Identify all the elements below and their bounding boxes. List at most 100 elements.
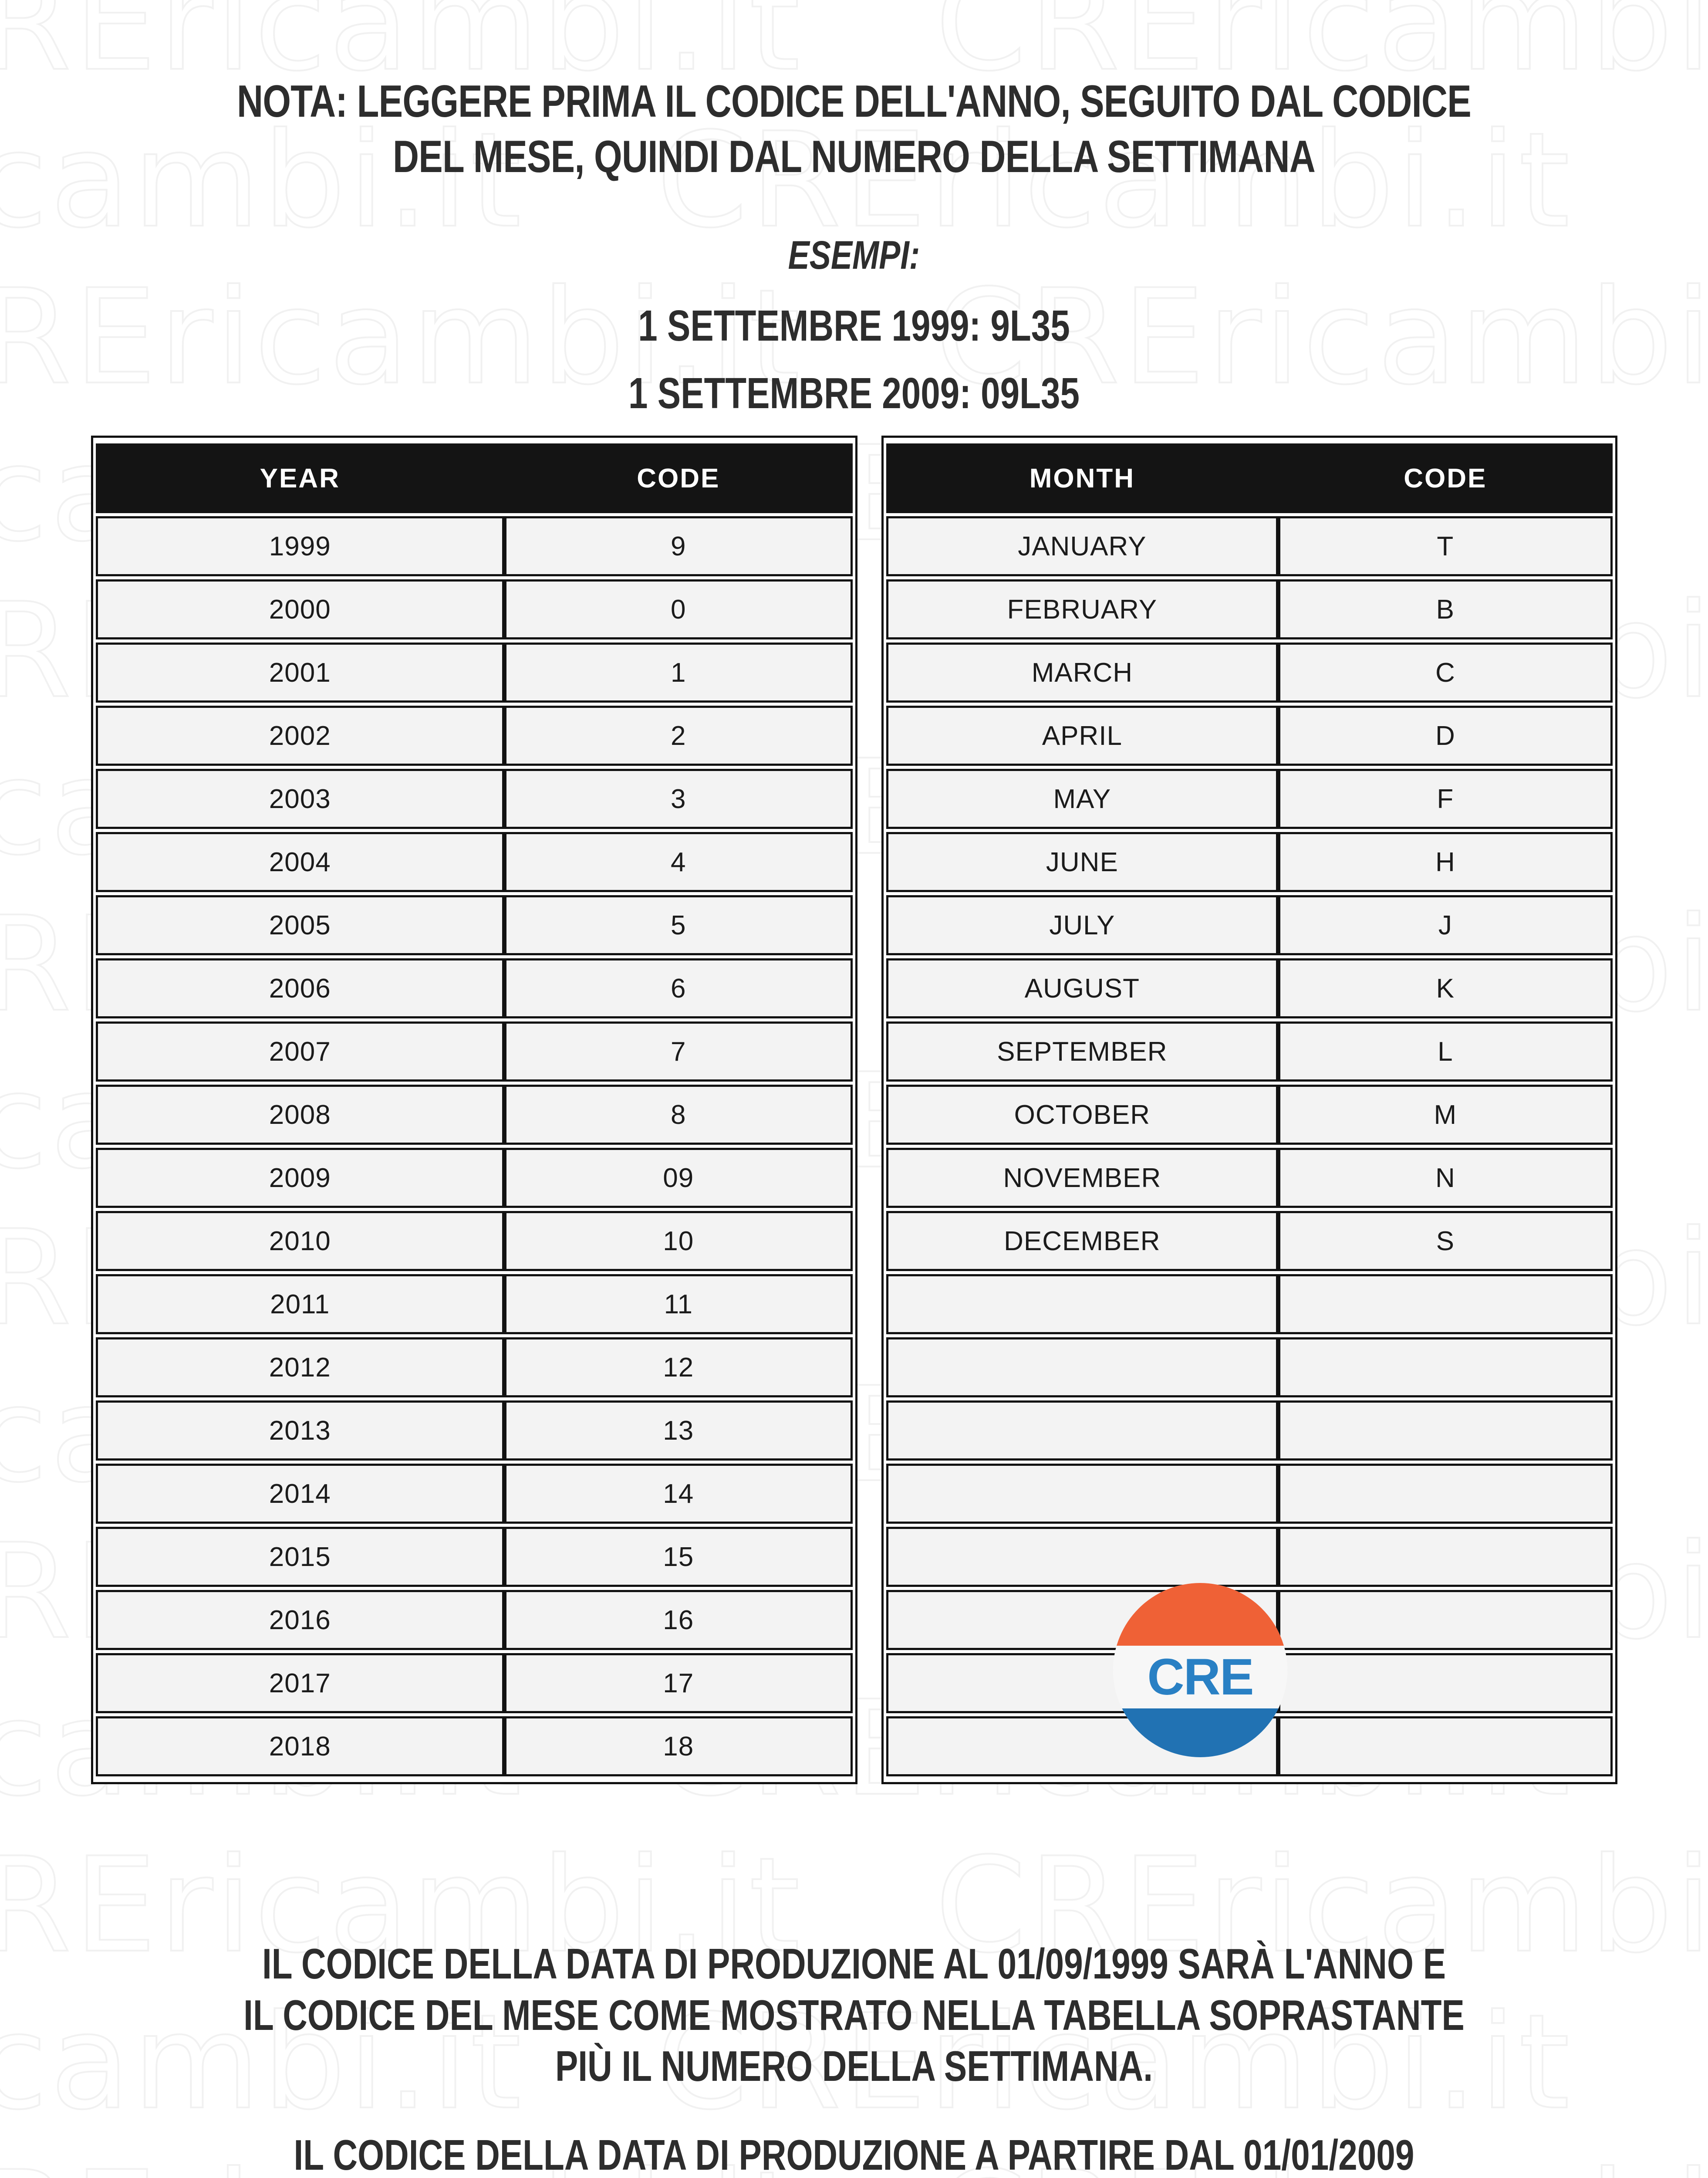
table-row: 2001 1 — [95, 643, 853, 703]
month-label-cell: FEBRUARY — [886, 579, 1279, 639]
month-label-cell — [886, 1464, 1279, 1524]
year-code-cell: 2 — [504, 706, 853, 766]
table-row: OCTOBER M — [886, 1085, 1613, 1145]
month-code-cell — [1278, 1716, 1613, 1776]
year-label-cell: 2015 — [95, 1527, 505, 1587]
year-label-cell: 2010 — [95, 1211, 505, 1271]
table-row: 2017 17 — [95, 1653, 853, 1713]
month-label-cell: MARCH — [886, 643, 1279, 703]
table-row: 2006 6 — [95, 958, 853, 1018]
logo-bottom-arc — [1113, 1708, 1287, 1757]
example-1999: 1 SETTEMBRE 1999: 9L35 — [638, 301, 1070, 350]
month-label-cell: APRIL — [886, 706, 1279, 766]
month-code-cell: B — [1278, 579, 1613, 639]
table-row: JANUARY T — [886, 516, 1613, 576]
month-code-cell: H — [1278, 832, 1613, 892]
year-label-cell: 2006 — [95, 958, 505, 1018]
year-label-cell: 2017 — [95, 1653, 505, 1713]
month-code-cell — [1278, 1527, 1613, 1587]
year-code-column-header: CODE — [504, 443, 853, 513]
footer-p1-line-3: PIÙ IL NUMERO DELLA SETTIMANA. — [555, 2042, 1153, 2090]
year-code-cell: 6 — [504, 958, 853, 1018]
table-row: 2013 13 — [95, 1400, 853, 1461]
logo-wordmark: CRE — [1147, 1648, 1254, 1706]
year-code-cell: 13 — [504, 1400, 853, 1461]
month-label-cell — [886, 1274, 1279, 1334]
month-label-cell — [886, 1337, 1279, 1397]
year-label-cell: 2007 — [95, 1021, 505, 1082]
month-code-cell: C — [1278, 643, 1613, 703]
table-row — [886, 1527, 1613, 1587]
month-code-cell: T — [1278, 516, 1613, 576]
logo-top-arc — [1113, 1583, 1287, 1646]
month-code-cell: K — [1278, 958, 1613, 1018]
year-label-cell: 2016 — [95, 1590, 505, 1650]
table-row: 2012 12 — [95, 1337, 853, 1397]
note-line-2: DEL MESE, QUINDI DAL NUMERO DELLA SETTIM… — [392, 131, 1316, 182]
table-row: MARCH C — [886, 643, 1613, 703]
year-label-cell: 2018 — [95, 1716, 505, 1776]
month-code-cell — [1278, 1653, 1613, 1713]
month-code-cell: S — [1278, 1211, 1613, 1271]
table-row: FEBRUARY B — [886, 579, 1613, 639]
year-label-cell: 2013 — [95, 1400, 505, 1461]
table-row: 2009 09 — [95, 1148, 853, 1208]
table-row: SEPTEMBER L — [886, 1021, 1613, 1082]
month-label-cell: JANUARY — [886, 516, 1279, 576]
year-code-cell: 7 — [504, 1021, 853, 1082]
month-label-cell — [886, 1400, 1279, 1461]
table-row: 2004 4 — [95, 832, 853, 892]
year-label-cell: 2011 — [95, 1274, 505, 1334]
table-row: 2016 16 — [95, 1590, 853, 1650]
table-row: 1999 9 — [95, 516, 853, 576]
month-code-cell: L — [1278, 1021, 1613, 1082]
month-code-cell — [1278, 1590, 1613, 1650]
year-label-cell: 2004 — [95, 832, 505, 892]
table-row: NOVEMBER N — [886, 1148, 1613, 1208]
note-line-1: NOTA: LEGGERE PRIMA IL CODICE DELL'ANNO,… — [237, 76, 1472, 127]
month-label-cell: OCTOBER — [886, 1085, 1279, 1145]
month-code-cell — [1278, 1400, 1613, 1461]
table-row: JUNE H — [886, 832, 1613, 892]
year-code-cell: 1 — [504, 643, 853, 703]
table-row: 2003 3 — [95, 769, 853, 829]
table-header-row: YEAR CODE — [95, 443, 853, 513]
month-label-cell: JUNE — [886, 832, 1279, 892]
footer-block: IL CODICE DELLA DATA DI PRODUZIONE AL 01… — [0, 1938, 1708, 2178]
year-label-cell: 2012 — [95, 1337, 505, 1397]
month-code-cell: D — [1278, 706, 1613, 766]
table-row: 2002 2 — [95, 706, 853, 766]
month-code-cell — [1278, 1464, 1613, 1524]
table-row — [886, 1400, 1613, 1461]
cre-logo: CRE — [1113, 1583, 1287, 1757]
year-code-cell: 5 — [504, 895, 853, 955]
year-code-table: YEAR CODE 1999 9 2000 0 2001 1 2002 2 2003 3 2004 4… — [95, 440, 853, 1779]
table-row: 2005 5 — [95, 895, 853, 955]
year-code-cell: 8 — [504, 1085, 853, 1145]
year-code-cell: 17 — [504, 1653, 853, 1713]
year-code-cell: 11 — [504, 1274, 853, 1334]
year-label-cell: 2009 — [95, 1148, 505, 1208]
year-code-cell: 10 — [504, 1211, 853, 1271]
table-row: 2018 18 — [95, 1716, 853, 1776]
footer-paragraph-gap — [0, 2092, 1708, 2130]
year-code-cell: 16 — [504, 1590, 853, 1650]
table-header-row: MONTH CODE — [886, 443, 1613, 513]
month-code-cell: F — [1278, 769, 1613, 829]
year-code-cell: 09 — [504, 1148, 853, 1208]
footer-p2-line-1: IL CODICE DELLA DATA DI PRODUZIONE A PAR… — [294, 2131, 1414, 2178]
table-row — [886, 1464, 1613, 1524]
month-table-container: MONTH CODE JANUARY T FEBRUARY B MARCH C APRIL D… — [881, 436, 1617, 1784]
table-row — [886, 1337, 1613, 1397]
year-code-cell: 15 — [504, 1527, 853, 1587]
month-code-cell — [1278, 1274, 1613, 1334]
month-label-cell: DECEMBER — [886, 1211, 1279, 1271]
year-label-cell: 2014 — [95, 1464, 505, 1524]
table-row: APRIL D — [886, 706, 1613, 766]
year-label-cell: 2003 — [95, 769, 505, 829]
table-row: DECEMBER S — [886, 1211, 1613, 1271]
example-2009: 1 SETTEMBRE 2009: 09L35 — [628, 369, 1080, 418]
month-label-cell: NOVEMBER — [886, 1148, 1279, 1208]
month-label-cell — [886, 1527, 1279, 1587]
